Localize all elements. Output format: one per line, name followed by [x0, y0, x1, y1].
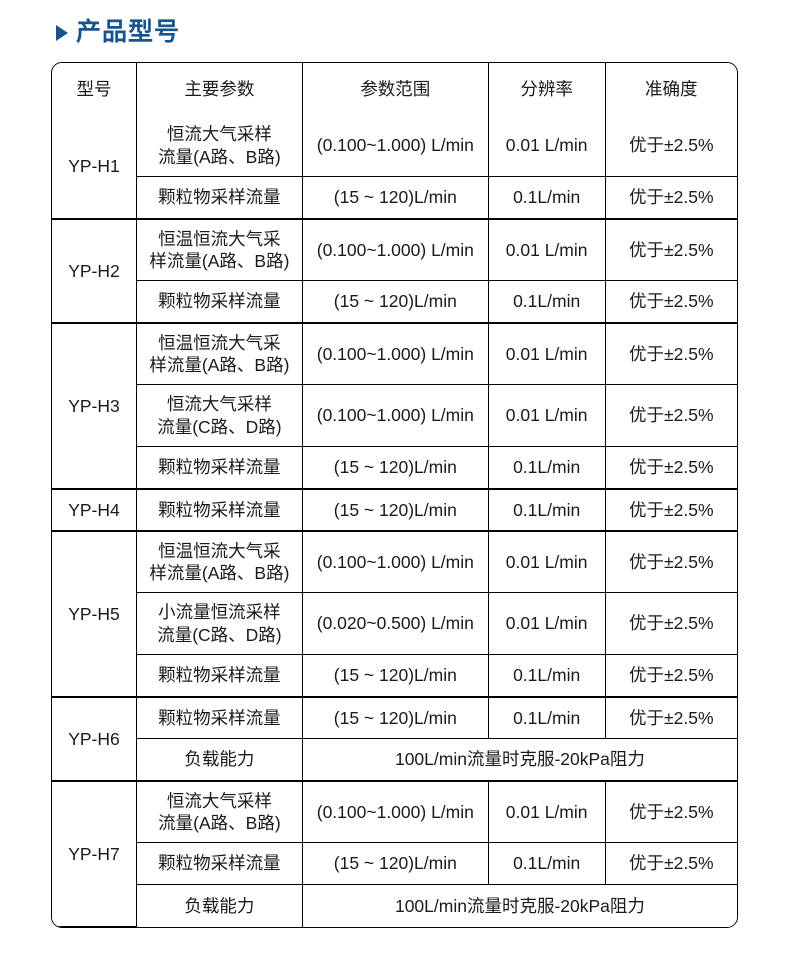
range-cell: (15 ~ 120)L/min — [302, 489, 489, 531]
column-header-accuracy: 准确度 — [605, 63, 737, 115]
column-header-resolution: 分辨率 — [488, 63, 606, 115]
table-body: YP-H1 恒流大气采样 流量(A路、B路) (0.100~1.000) L/min 0… — [52, 115, 737, 927]
resolution-cell: 0.1L/min — [488, 489, 606, 531]
table-row: 颗粒物采样流量 (15 ~ 120)L/min 0.1L/min 优于±2.5% — [52, 655, 737, 697]
table-header: 型号 主要参数 参数范围 分辨率 准确度 — [52, 63, 737, 115]
table-row: 小流量恒流采样 流量(C路、D路) (0.020~0.500) L/min 0.01 … — [52, 593, 737, 655]
accuracy-cell: 优于±2.5% — [605, 115, 737, 177]
accuracy-cell: 优于±2.5% — [605, 219, 737, 281]
parameter-cell: 恒流大气采样 流量(A路、B路) — [136, 115, 303, 177]
model-cell: YP-H1 — [52, 115, 137, 219]
resolution-cell: 0.01 L/min — [488, 385, 606, 447]
resolution-cell: 0.1L/min — [488, 177, 606, 219]
table-row: YP-H3 恒温恒流大气采 样流量(A路、B路) (0.100~1.000) L/mi… — [52, 323, 737, 489]
table-row: YP-H5 恒温恒流大气采 样流量(A路、B路) (0.100~1.000) L/mi… — [52, 531, 737, 697]
parameter-cell: 颗粒物采样流量 — [136, 697, 303, 739]
column-header-range: 参数范围 — [302, 63, 489, 115]
table-row: 颗粒物采样流量 (15 ~ 120)L/min 0.1L/min 优于±2.5% — [52, 177, 737, 219]
accuracy-cell: 优于±2.5% — [605, 281, 737, 323]
parameter-cell: 恒流大气采样 流量(C路、D路) — [136, 385, 303, 447]
parameter-cell: 小流量恒流采样 流量(C路、D路) — [136, 593, 303, 655]
table-row: 颗粒物采样流量 (15 ~ 120)L/min 0.1L/min 优于±2.5% — [52, 447, 737, 489]
table-header-row: 型号 主要参数 参数范围 分辨率 准确度 — [52, 63, 737, 115]
resolution-cell: 0.01 L/min — [488, 115, 606, 177]
resolution-cell: 0.1L/min — [488, 843, 606, 885]
accuracy-cell: 优于±2.5% — [605, 177, 737, 219]
model-cell: YP-H7 — [52, 781, 137, 927]
accuracy-cell: 优于±2.5% — [605, 781, 737, 843]
parameter-cell: 恒温恒流大气采 样流量(A路、B路) — [136, 323, 303, 385]
parameter-cell: 颗粒物采样流量 — [136, 655, 303, 697]
parameter-cell: 颗粒物采样流量 — [136, 177, 303, 219]
resolution-cell: 0.1L/min — [488, 655, 606, 697]
table-row: YP-H6 颗粒物采样流量 (15 ~ 120)L/min 0.1L/min 优于±2.… — [52, 697, 737, 781]
triangle-right-icon — [56, 25, 68, 41]
parameter-cell: 颗粒物采样流量 — [136, 281, 303, 323]
accuracy-cell: 优于±2.5% — [605, 593, 737, 655]
range-cell: (15 ~ 120)L/min — [302, 281, 489, 323]
parameter-cell: 负载能力 — [136, 739, 303, 781]
spec-table-container: 型号 主要参数 参数范围 分辨率 准确度 YP-H1 恒流大气采样 流量(A路、B路… — [0, 48, 790, 928]
table-row: 恒流大气采样 流量(C路、D路) (0.100~1.000) L/min 0.01 L… — [52, 385, 737, 447]
load-capacity-cell: 100L/min流量时克服-20kPa阻力 — [302, 739, 737, 781]
range-cell: (0.100~1.000) L/min — [302, 115, 489, 177]
range-cell: (15 ~ 120)L/min — [302, 655, 489, 697]
parameter-cell: 颗粒物采样流量 — [136, 489, 303, 531]
range-cell: (0.100~1.000) L/min — [302, 219, 489, 281]
resolution-cell: 0.1L/min — [488, 447, 606, 489]
accuracy-cell: 优于±2.5% — [605, 531, 737, 593]
resolution-cell: 0.01 L/min — [488, 531, 606, 593]
range-cell: (0.100~1.000) L/min — [302, 385, 489, 447]
load-capacity-cell: 100L/min流量时克服-20kPa阻力 — [302, 885, 737, 927]
table-row: 负载能力 100L/min流量时克服-20kPa阻力 — [52, 739, 737, 781]
parameter-cell: 恒流大气采样 流量(A路、B路) — [136, 781, 303, 843]
resolution-cell: 0.01 L/min — [488, 781, 606, 843]
range-cell: (15 ~ 120)L/min — [302, 697, 489, 739]
model-cell: YP-H2 — [52, 219, 137, 323]
range-cell: (15 ~ 120)L/min — [302, 843, 489, 885]
accuracy-cell: 优于±2.5% — [605, 655, 737, 697]
parameter-cell: 恒温恒流大气采 样流量(A路、B路) — [136, 219, 303, 281]
model-cell: YP-H6 — [52, 697, 137, 781]
parameter-cell: 恒温恒流大气采 样流量(A路、B路) — [136, 531, 303, 593]
parameter-cell: 颗粒物采样流量 — [136, 447, 303, 489]
column-header-parameter: 主要参数 — [136, 63, 303, 115]
table-row: YP-H4 颗粒物采样流量 (15 ~ 120)L/min 0.1L/min 优于±2.… — [52, 489, 737, 531]
resolution-cell: 0.01 L/min — [488, 593, 606, 655]
model-cell: YP-H3 — [52, 323, 137, 489]
resolution-cell: 0.01 L/min — [488, 219, 606, 281]
section-heading: 产品型号 — [0, 0, 790, 48]
parameter-cell: 负载能力 — [136, 885, 303, 927]
range-cell: (0.100~1.000) L/min — [302, 323, 489, 385]
parameter-cell: 颗粒物采样流量 — [136, 843, 303, 885]
accuracy-cell: 优于±2.5% — [605, 843, 737, 885]
range-cell: (15 ~ 120)L/min — [302, 447, 489, 489]
column-header-model: 型号 — [52, 63, 137, 115]
model-cell: YP-H5 — [52, 531, 137, 697]
resolution-cell: 0.01 L/min — [488, 323, 606, 385]
accuracy-cell: 优于±2.5% — [605, 489, 737, 531]
page-title: 产品型号 — [76, 17, 181, 46]
table-row: 颗粒物采样流量 (15 ~ 120)L/min 0.1L/min 优于±2.5% — [52, 281, 737, 323]
accuracy-cell: 优于±2.5% — [605, 385, 737, 447]
table-row: YP-H1 恒流大气采样 流量(A路、B路) (0.100~1.000) L/min 0… — [52, 115, 737, 219]
range-cell: (0.100~1.000) L/min — [302, 781, 489, 843]
accuracy-cell: 优于±2.5% — [605, 447, 737, 489]
accuracy-cell: 优于±2.5% — [605, 697, 737, 739]
resolution-cell: 0.1L/min — [488, 281, 606, 323]
table-row: 负载能力 100L/min流量时克服-20kPa阻力 — [52, 885, 737, 927]
resolution-cell: 0.1L/min — [488, 697, 606, 739]
range-cell: (15 ~ 120)L/min — [302, 177, 489, 219]
accuracy-cell: 优于±2.5% — [605, 323, 737, 385]
range-cell: (0.020~0.500) L/min — [302, 593, 489, 655]
range-cell: (0.100~1.000) L/min — [302, 531, 489, 593]
table-row: YP-H7 恒流大气采样 流量(A路、B路) (0.100~1.000) L/min 0… — [52, 781, 737, 927]
product-model-spec-table: 型号 主要参数 参数范围 分辨率 准确度 YP-H1 恒流大气采样 流量(A路、B路… — [51, 62, 738, 928]
model-cell: YP-H4 — [52, 489, 137, 531]
table-row: 颗粒物采样流量 (15 ~ 120)L/min 0.1L/min 优于±2.5% — [52, 843, 737, 885]
table-row: YP-H2 恒温恒流大气采 样流量(A路、B路) (0.100~1.000) L/mi… — [52, 219, 737, 323]
